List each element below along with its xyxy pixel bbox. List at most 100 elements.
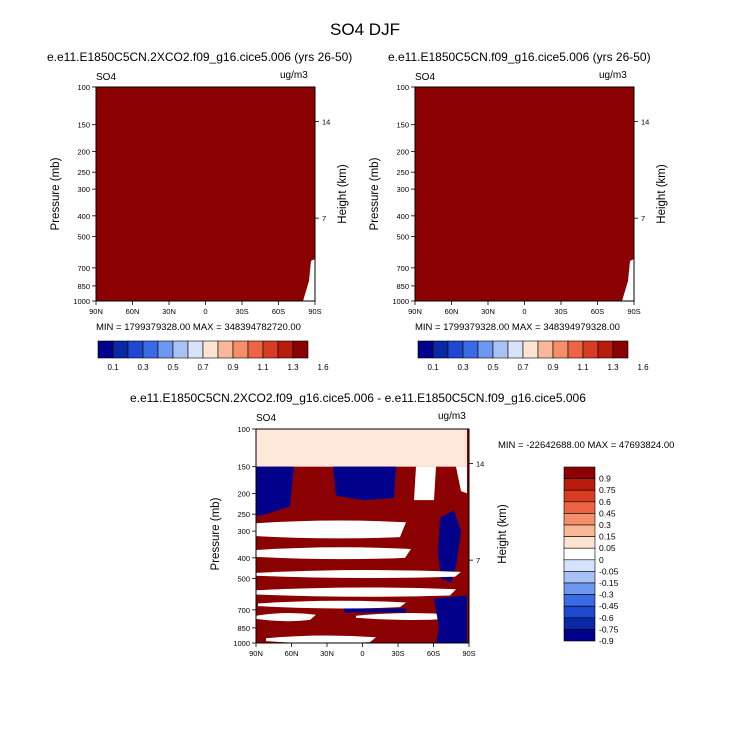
panel-1-colorbar-box xyxy=(172,340,189,359)
panel-2-xtick-label: 90S xyxy=(627,307,640,316)
panel-1-colorbar-box xyxy=(142,340,159,359)
panel-2-colorbar-box xyxy=(597,340,614,359)
panel-3-minmax: MIN = -22642688.00 MAX = 47693824.00 xyxy=(498,440,675,451)
panel-1-colorbar-box xyxy=(232,340,249,359)
panel-3-ytick-label: 150 xyxy=(237,463,250,472)
panel-2-colorbar-box xyxy=(462,340,479,359)
panel-1-colorbar-box xyxy=(127,340,144,359)
panel-3-field-label: SO4 xyxy=(256,413,277,424)
panel-2-colorbar-label: 1.1 xyxy=(577,363,589,372)
panel-3-navy-region xyxy=(438,510,461,583)
panel-2-xtick-label: 60N xyxy=(445,307,459,316)
panel-1-ytick-label: 500 xyxy=(77,233,90,242)
panel-3-xtick-label: 30S xyxy=(391,649,404,658)
panel-2-ytick-label: 850 xyxy=(396,282,409,291)
panel-3-y2tick-label: 14 xyxy=(476,460,484,469)
panel-2-ytick-label: 200 xyxy=(396,147,409,156)
panel-2-ytick-label: 250 xyxy=(396,168,409,177)
panel-1-field xyxy=(96,87,315,301)
panel-3-colorbar-box xyxy=(563,605,596,619)
panel-1-colorbar-label: 1.6 xyxy=(317,363,329,372)
panel-2-title: e.e11.E1850C5CN.f09_g16.cice5.006 (yrs 2… xyxy=(388,50,651,64)
panel-2-xtick-label: 90N xyxy=(408,307,422,316)
panel-1-colorbar-box xyxy=(112,340,129,359)
panel-3-colorbar-box xyxy=(563,617,596,630)
panel-1-colorbar-box xyxy=(187,340,204,359)
panel-3-ytick-label: 300 xyxy=(237,527,250,536)
panel-3-y2tick-label: 7 xyxy=(476,556,480,565)
panel-3-colorbar-label: -0.05 xyxy=(599,566,619,576)
panel-1-y2tick-label: 7 xyxy=(322,214,326,223)
panel-3-colorbar-label: 0.6 xyxy=(599,497,611,507)
panel-2-units: ug/m3 xyxy=(599,70,627,81)
panel-3-ytick-label: 700 xyxy=(237,606,250,615)
panel-1-colorbar-box xyxy=(262,340,279,359)
panel-1-ytick-label: 250 xyxy=(77,168,90,177)
panel-1-colorbar-box xyxy=(157,340,174,359)
panel-3-white-region xyxy=(456,466,467,494)
panel-2-colorbar-box xyxy=(537,340,554,359)
panel-3-colorbar-label: 0.75 xyxy=(599,485,616,495)
panel-3-white-band xyxy=(256,587,456,597)
panel-2-colorbar-label: 0.3 xyxy=(457,363,469,372)
panel-1-colorbar-label: 0.7 xyxy=(197,363,209,372)
panel-1-ytick-label: 850 xyxy=(77,282,90,291)
panel-3-colorbar-label: 0.9 xyxy=(599,474,611,484)
panel-2-colorbar-label: 0.1 xyxy=(427,363,439,372)
panel-1-field-label: SO4 xyxy=(96,72,117,83)
panel-3-white-band xyxy=(256,547,411,560)
panel-3-ytick-label: 200 xyxy=(237,489,250,498)
panel-2-y2tick-label: 7 xyxy=(641,214,645,223)
panel-3-ytick-label: 250 xyxy=(237,510,250,519)
panel-3-white-band xyxy=(256,520,406,539)
panel-2-colorbar-label: 1.3 xyxy=(607,363,619,372)
panel-2-xtick-label: 60S xyxy=(591,307,604,316)
panel-3-white-band xyxy=(256,570,461,578)
panel-1-ytick-label: 400 xyxy=(77,212,90,221)
panel-3-xtick-label: 30N xyxy=(320,649,334,658)
panel-2-colorbar-label: 0.9 xyxy=(547,363,559,372)
panel-3-xtick-label: 60N xyxy=(285,649,299,658)
panel-3-navy-region xyxy=(434,595,467,643)
panel-2-colorbar-label: 0.7 xyxy=(517,363,529,372)
panel-1-colorbar-label: 0.5 xyxy=(167,363,179,372)
panel-1-ytick-label: 100 xyxy=(77,83,90,92)
panel-2-colorbar-box xyxy=(612,340,629,359)
panel-2-colorbar-box xyxy=(432,340,449,359)
panel-3-peach-band xyxy=(256,429,467,467)
panel-3-colorbar-label: 0.45 xyxy=(599,508,616,518)
panel-3-white-band xyxy=(356,612,456,620)
panel-1-y2tick-label: 14 xyxy=(322,118,330,127)
panel-3-colorbar-box xyxy=(563,629,596,642)
panel-3-title: e.e11.E1850C5CN.2XCO2.f09_g16.cice5.006 … xyxy=(130,391,586,405)
panel-3-colorbar-box xyxy=(563,466,596,479)
panel-1-colorbar-label: 0.9 xyxy=(227,363,239,372)
panel-1-ytick-label: 1000 xyxy=(73,297,90,306)
panel-1-colorbar-box xyxy=(292,340,309,359)
panel-3-colorbar-box xyxy=(563,489,596,503)
panel-3-colorbar-box xyxy=(563,536,596,549)
panel-3-colorbar-box xyxy=(563,559,596,572)
panel-1-colorbar-box xyxy=(277,340,294,359)
page-title: SO4 DJF xyxy=(330,20,400,39)
panel-3-navy-region xyxy=(256,466,294,516)
panel-1-xtick-label: 30S xyxy=(235,307,248,316)
panel-3-colorbar-box xyxy=(563,513,596,526)
panel-2-y2tick-label: 14 xyxy=(641,118,649,127)
panel-2-colorbar-box xyxy=(522,340,539,359)
panel-3-colorbar-label: 0.05 xyxy=(599,543,616,553)
panel-1-colorbar-box xyxy=(247,340,264,359)
panel-1-colorbar-label: 1.3 xyxy=(287,363,299,372)
panel-3-xtick-label: 90S xyxy=(462,649,475,658)
panel-3-ytick-label: 850 xyxy=(237,624,250,633)
panel-3-colorbar-box xyxy=(563,582,596,595)
panel-3-white-region xyxy=(414,466,436,501)
panel-1-colorbar-label: 0.3 xyxy=(137,363,149,372)
panel-3-colorbar-label: 0 xyxy=(599,555,604,565)
panel-3-white-band xyxy=(256,612,316,622)
panel-1-minmax: MIN = 1799379328.00 MAX = 348394782720.0… xyxy=(96,322,301,333)
panel-2-colorbar-box xyxy=(447,340,464,359)
panel-1-xtick-label: 60N xyxy=(126,307,140,316)
panel-2-colorbar-box xyxy=(507,340,524,359)
